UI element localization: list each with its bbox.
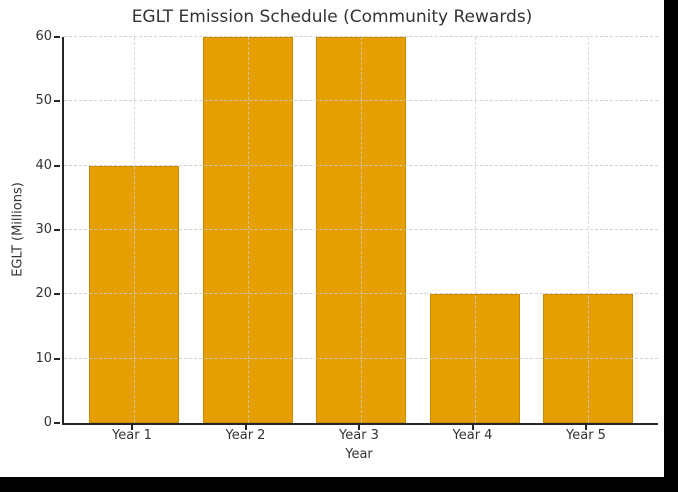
y-tick-mark: [54, 164, 60, 167]
x-tick-mark: [131, 425, 133, 430]
x-tick-mark: [471, 425, 474, 430]
chart-title: EGLT Emission Schedule (Community Reward…: [131, 7, 533, 27]
x-tick-label: Year 2: [225, 428, 266, 443]
figure-canvas: EGLT Emission Schedule (Community Reward…: [0, 0, 664, 477]
y-tick-mark: [54, 229, 60, 231]
x-tick-label: Year 4: [452, 428, 493, 443]
y-tick-label: 0: [43, 415, 52, 430]
x-axis-label: Year: [345, 447, 373, 462]
y-tick-label: 30: [35, 222, 52, 237]
v-gridline: [247, 37, 249, 423]
plot-area: [62, 36, 658, 425]
x-tick-mark: [244, 425, 247, 430]
v-gridline: [588, 37, 589, 423]
x-tick-label: Year 5: [566, 428, 606, 443]
x-tick-mark: [585, 425, 587, 430]
y-tick-label: 10: [35, 350, 52, 366]
x-tick-mark: [358, 425, 360, 430]
h-gridline: [64, 36, 658, 37]
y-tick-mark: [54, 293, 60, 296]
y-tick-label: 40: [35, 157, 52, 173]
y-tick-mark: [54, 422, 60, 424]
y-tick-mark: [54, 100, 60, 103]
v-gridline: [134, 37, 135, 423]
y-tick-label: 20: [35, 286, 52, 302]
v-gridline: [474, 37, 476, 423]
x-tick-label: Year 3: [339, 428, 379, 443]
v-gridline: [361, 37, 362, 423]
y-tick-mark: [54, 357, 60, 360]
y-tick-label: 50: [35, 93, 52, 109]
x-tick-label: Year 1: [112, 428, 152, 443]
y-tick-mark: [54, 36, 60, 38]
y-tick-label: 60: [35, 29, 52, 44]
